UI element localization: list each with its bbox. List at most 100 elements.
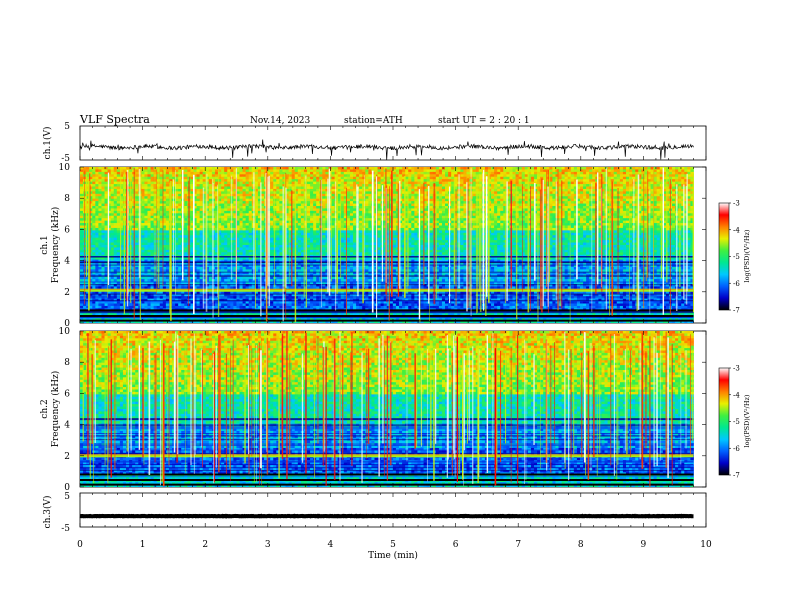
spectrogram-cell	[95, 198, 99, 202]
spectrogram-cell	[208, 174, 213, 178]
spectrogram-cell	[487, 196, 492, 200]
spectrogram-cell	[86, 184, 90, 187]
spectrogram-cell	[435, 186, 440, 190]
spectrogram-cell	[665, 179, 670, 183]
spectrogram-cell	[300, 184, 305, 187]
spectrogram-cell	[193, 188, 197, 192]
spectrogram-cell	[619, 188, 624, 192]
spectrogram-cell	[681, 174, 685, 178]
spectrogram-cell	[426, 179, 431, 183]
spectrogram-cell	[239, 191, 243, 195]
spectrogram-cell	[202, 203, 207, 207]
spectrogram-cell	[411, 188, 415, 192]
spectrogram-cell	[524, 213, 529, 217]
spectrogram-cell	[291, 171, 296, 175]
spectrogram-cell	[494, 198, 498, 202]
spectrogram-cell	[622, 181, 627, 185]
spectrogram-cell	[622, 174, 627, 178]
spectrogram-cell	[270, 191, 274, 195]
spectrogram-cell	[402, 201, 406, 204]
spectrogram-cell	[607, 167, 612, 170]
spectrogram-cell	[89, 196, 93, 200]
spectrogram-cell	[570, 169, 575, 173]
spectrogram-cell	[500, 198, 504, 202]
spectrogram-cell	[239, 184, 243, 187]
spectrogram-cell	[218, 167, 222, 170]
spectrogram-cell	[310, 210, 314, 214]
spectrogram-cell	[622, 218, 627, 222]
spectrogram-cell	[214, 225, 219, 229]
spectrogram-cell	[144, 198, 148, 202]
spectrogram-cell	[175, 184, 179, 187]
spectrogram-cell	[214, 171, 219, 175]
spectrogram-cell	[561, 188, 566, 192]
spectrogram-cell	[113, 213, 118, 217]
spectrogram-cell	[472, 208, 477, 212]
spectrogram-cell	[270, 174, 274, 178]
spectrogram-cell	[184, 184, 188, 187]
spectrogram-cell	[665, 184, 670, 187]
spectrogram-cell	[687, 176, 691, 180]
spectrogram-cell	[218, 213, 222, 217]
spectrogram-cell	[494, 193, 498, 197]
spectrogram-cell	[583, 210, 587, 214]
spectrogram-cell	[288, 186, 293, 190]
spectrogram-cell	[583, 206, 587, 209]
spectrogram-cell	[196, 174, 201, 178]
spectrogram-cell	[530, 174, 535, 178]
spectrogram-cell	[365, 218, 369, 222]
spectrogram-cell	[242, 220, 247, 224]
spectrogram-cell	[248, 171, 253, 175]
spectrogram-cell	[616, 176, 621, 180]
spectrogram-cell	[429, 193, 434, 197]
spectrogram-cell	[438, 169, 443, 173]
spectrogram-cell	[448, 181, 452, 185]
spectrogram-cell	[346, 223, 351, 226]
spectrogram-cell	[270, 169, 274, 173]
spectrogram-cell	[524, 210, 529, 214]
spectrogram-cell	[613, 188, 618, 192]
ch1-waveform-ylabel: ch.1(V)	[42, 127, 53, 160]
spectrogram-cell	[438, 213, 443, 217]
spectrogram-cell	[380, 169, 385, 173]
spectrogram-cell	[445, 176, 449, 180]
spectrogram-cell	[89, 220, 93, 224]
spectrogram-cell	[500, 206, 504, 209]
spectrogram-cell	[481, 167, 486, 170]
spectrogram-cell	[365, 171, 369, 175]
spectrogram-cell	[368, 196, 372, 200]
spectrogram-cell	[359, 198, 363, 202]
spectrogram-cell	[484, 174, 489, 178]
spectrogram-cell	[356, 169, 360, 173]
spectrogram-cell	[487, 198, 492, 202]
spectrogram-cell	[322, 196, 326, 200]
spectrogram-cell	[506, 186, 510, 190]
spectrogram-cell	[647, 181, 651, 185]
spectrogram-cell	[190, 196, 194, 200]
spectrogram-cell	[629, 215, 633, 219]
spectrogram-cell	[583, 176, 587, 180]
spectrogram-cell	[101, 179, 105, 183]
spectrogram-cell	[205, 223, 210, 226]
spectrogram-cell	[448, 174, 452, 178]
spectrogram-cell	[460, 174, 464, 178]
spectrogram-cell	[521, 193, 526, 197]
spectrogram-cell	[248, 218, 253, 222]
spectrogram-cell	[429, 206, 434, 209]
spectrogram-cell	[236, 225, 240, 229]
spectrogram-cell	[270, 201, 274, 204]
spectrogram-cell	[224, 174, 228, 178]
spectrogram-cell	[86, 225, 90, 229]
spectrogram-cell	[190, 198, 194, 202]
spectrogram-cell	[150, 201, 155, 204]
spectrogram-cell	[184, 225, 188, 229]
spectrogram-cell	[245, 225, 250, 229]
spectrogram-cell	[211, 184, 216, 187]
spectrogram-cell	[260, 198, 265, 202]
spectrogram-cell	[86, 169, 90, 173]
spectrogram-cell	[690, 196, 694, 200]
spectrogram-cell	[239, 176, 243, 180]
spectrogram-cell	[359, 210, 363, 214]
spectrogram-cell	[306, 169, 311, 173]
spectrogram-cell	[337, 179, 342, 183]
